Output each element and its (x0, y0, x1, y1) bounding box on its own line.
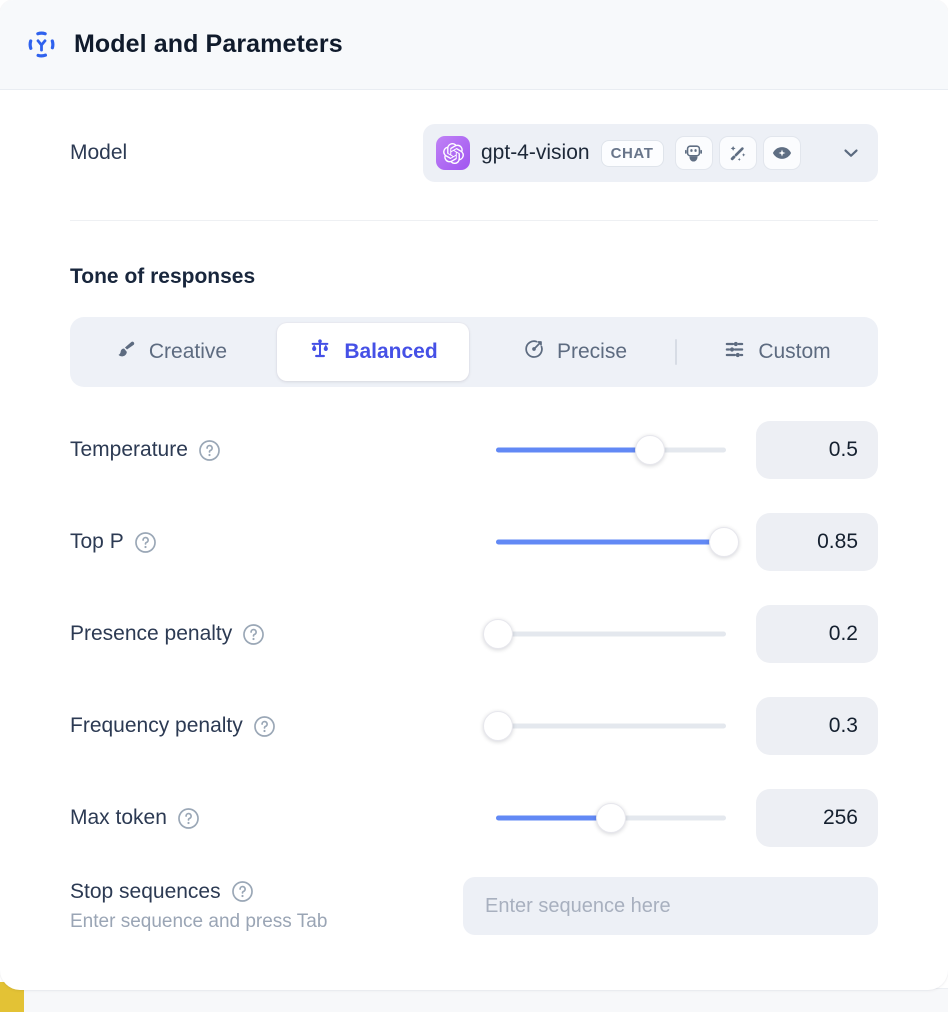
frequency-penalty-value[interactable]: 0.3 (756, 697, 878, 755)
tone-option-creative[interactable]: Creative (75, 323, 267, 381)
stop-sequences-hint: Enter sequence and press Tab (70, 910, 328, 932)
tone-option-precise[interactable]: Precise (479, 323, 671, 381)
tone-heading: Tone of responses (70, 265, 256, 288)
model-row: Model gpt-4-vision CHAT (70, 124, 878, 182)
help-icon[interactable] (231, 880, 254, 903)
tone-separator (675, 339, 677, 365)
help-icon[interactable] (134, 531, 157, 554)
slider-thumb[interactable] (596, 803, 626, 833)
slider-fill (496, 815, 611, 821)
presence-penalty-label: Presence penalty (70, 622, 233, 645)
top-p-row: Top P 0.85 (70, 513, 878, 571)
stop-sequence-input[interactable] (463, 877, 878, 935)
help-icon[interactable] (177, 807, 200, 830)
tone-segmented-control: Creative Balanced (70, 317, 878, 387)
balance-scale-icon (308, 337, 332, 367)
temperature-label: Temperature (70, 438, 188, 461)
magic-wand-icon (718, 136, 757, 170)
slider-thumb[interactable] (483, 619, 514, 649)
tone-option-label: Balanced (344, 340, 438, 363)
model-hub-icon (26, 29, 57, 60)
tone-option-label: Custom (758, 340, 831, 363)
help-icon[interactable] (242, 623, 265, 646)
stop-sequences-label: Stop sequences (70, 879, 221, 903)
slider-track (496, 631, 726, 637)
max-token-label: Max token (70, 806, 167, 829)
target-icon (523, 338, 545, 366)
top-p-label: Top P (70, 530, 124, 553)
sliders-icon (723, 338, 746, 367)
chevron-down-icon[interactable] (840, 142, 862, 164)
model-parameters-panel: Model and Parameters Model gpt-4-vision … (0, 0, 948, 935)
openai-logo (436, 136, 470, 170)
help-icon[interactable] (253, 715, 276, 738)
tone-option-custom[interactable]: Custom (681, 323, 873, 381)
presence-penalty-value[interactable]: 0.2 (756, 605, 878, 663)
capability-badges (674, 136, 801, 170)
temperature-value[interactable]: 0.5 (756, 421, 878, 479)
temperature-row: Temperature 0.5 (70, 421, 878, 479)
paintbrush-icon (115, 338, 137, 366)
tone-option-balanced[interactable]: Balanced (277, 323, 469, 381)
tone-option-label: Creative (148, 340, 228, 363)
slider-track (496, 723, 726, 729)
slider-thumb[interactable] (708, 527, 739, 557)
vision-eye-icon (762, 136, 801, 170)
section-divider (70, 220, 878, 221)
model-name: gpt-4-vision (481, 141, 590, 164)
model-label: Model (70, 141, 128, 164)
slider-fill (496, 539, 724, 545)
chat-type-badge: CHAT (600, 139, 664, 167)
top-p-slider[interactable] (496, 527, 739, 557)
presence-penalty-row: Presence penalty 0.2 (70, 605, 878, 663)
robot-icon (674, 136, 713, 170)
max-token-slider[interactable] (496, 803, 726, 833)
top-p-value[interactable]: 0.85 (756, 513, 878, 571)
panel-header: Model and Parameters (0, 0, 948, 90)
frequency-penalty-row: Frequency penalty 0.3 (70, 697, 878, 755)
frequency-penalty-slider[interactable] (483, 711, 726, 741)
slider-thumb[interactable] (483, 711, 514, 741)
presence-penalty-slider[interactable] (483, 619, 726, 649)
slider-fill (496, 447, 651, 453)
max-token-row: Max token 256 (70, 789, 878, 847)
frequency-penalty-label: Frequency penalty (70, 714, 243, 737)
help-icon[interactable] (198, 439, 221, 462)
page-title: Model and Parameters (74, 30, 343, 58)
stop-sequences-row: Stop sequences Enter sequence and press … (70, 877, 878, 935)
slider-thumb[interactable] (635, 435, 666, 465)
temperature-slider[interactable] (496, 435, 726, 465)
page-background-strip (0, 988, 948, 1012)
max-token-value[interactable]: 256 (756, 789, 878, 847)
model-select[interactable]: gpt-4-vision CHAT (423, 124, 878, 182)
tone-option-label: Precise (556, 340, 628, 363)
